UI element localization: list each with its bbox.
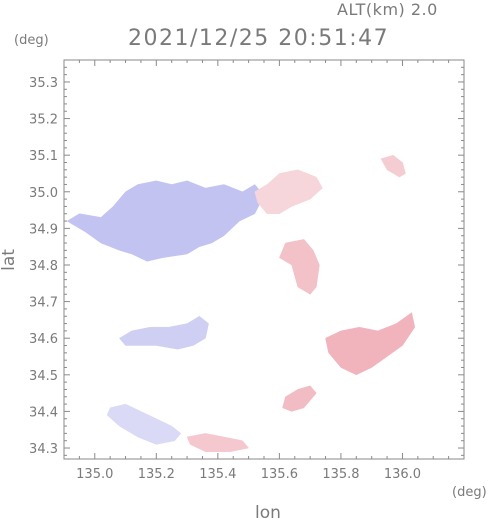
region-red-north bbox=[254, 169, 323, 214]
y-tick-label: 34.6 bbox=[29, 332, 58, 347]
y-tick-label: 35.2 bbox=[29, 113, 58, 128]
x-tick-label: 135.0 bbox=[76, 467, 113, 482]
chart-title: 2021/12/25 20:51:47 bbox=[128, 26, 390, 51]
x-tick-label: 135.4 bbox=[199, 467, 236, 482]
x-axis-unit: (deg) bbox=[452, 485, 487, 500]
region-blue-west-mid bbox=[119, 315, 209, 350]
x-axis-label: lon bbox=[255, 503, 281, 523]
x-tick-label: 135.2 bbox=[138, 467, 175, 482]
y-tick-label: 34.5 bbox=[29, 369, 58, 384]
y-tick-label: 34.3 bbox=[29, 442, 58, 457]
region-blue-main bbox=[66, 180, 265, 262]
region-red-southwest bbox=[186, 433, 250, 452]
y-tick-label: 34.8 bbox=[29, 259, 58, 274]
region-red-east bbox=[325, 312, 416, 376]
y-tick-label: 35.1 bbox=[29, 149, 58, 164]
x-tick-label: 136.0 bbox=[384, 467, 421, 482]
y-tick-label: 35.3 bbox=[29, 76, 58, 91]
region-red-south bbox=[282, 385, 317, 412]
y-tick-label: 34.4 bbox=[29, 405, 58, 420]
x-tick-label: 135.6 bbox=[261, 467, 298, 482]
region-red-central-stack bbox=[279, 239, 320, 295]
plot-frame bbox=[63, 59, 465, 460]
altitude-label: ALT(km) 2.0 bbox=[337, 0, 438, 19]
region-red-northeast bbox=[380, 154, 406, 178]
y-tick-label: 34.7 bbox=[29, 296, 58, 311]
y-axis-unit: (deg) bbox=[14, 33, 49, 48]
y-tick-label: 34.9 bbox=[29, 222, 58, 237]
y-tick-label: 35.0 bbox=[29, 186, 58, 201]
x-tick-label: 135.8 bbox=[322, 467, 359, 482]
region-blue-southwest bbox=[106, 403, 182, 445]
